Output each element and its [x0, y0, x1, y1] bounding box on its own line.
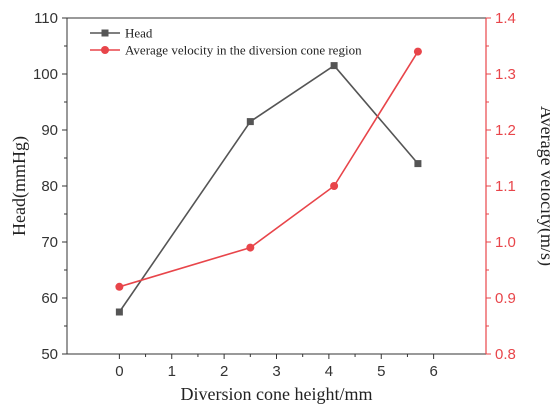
x-tick-label: 6: [429, 363, 437, 380]
legend-label-2: Average velocity in the diversion cone r…: [125, 43, 362, 58]
x-axis-title: Diversion cone height/mm: [181, 384, 373, 404]
series-2-point: [115, 282, 124, 291]
series-1-point: [330, 62, 338, 70]
left-y-tick-label: 50: [41, 346, 58, 363]
left-y-tick-label: 100: [33, 66, 58, 83]
left-y-tick-label: 90: [41, 122, 58, 139]
right-y-tick-label: 1.2: [495, 122, 516, 139]
series-line-2: [119, 51, 419, 288]
series-line-1: [118, 64, 419, 313]
x-tick-label: 5: [377, 363, 385, 380]
legend-label-1: Head: [125, 26, 153, 41]
left-y-tick-label: 70: [41, 234, 58, 251]
series-1-point: [115, 308, 123, 316]
x-tick-label: 4: [325, 363, 333, 380]
legend-marker-1: [101, 29, 109, 37]
right-y-tick-label: 1.1: [495, 178, 516, 195]
right-y-tick-label: 0.9: [495, 290, 516, 307]
left-y-tick-label: 80: [41, 178, 58, 195]
right-y-tick-label: 0.8: [495, 346, 516, 363]
x-tick-label: 2: [220, 363, 228, 380]
right-y-tick-label: 1.4: [495, 10, 516, 27]
left-y-tick-label: 60: [41, 290, 58, 307]
right-y-tick-label: 1.3: [495, 66, 516, 83]
legend-marker-2: [101, 46, 109, 54]
x-tick-label: 0: [115, 363, 123, 380]
right-y-axis-title: Average velocity(m/s): [536, 106, 550, 266]
series-2-point: [330, 182, 339, 190]
series-1-point: [414, 160, 422, 168]
right-y-tick-label: 1.0: [495, 234, 516, 251]
left-y-axis-title: Head(mmHg): [9, 136, 30, 236]
x-tick-label: 3: [272, 363, 280, 380]
series-1-point: [246, 118, 254, 126]
series-2-point: [246, 243, 255, 252]
left-y-tick-label: 110: [34, 10, 58, 27]
series-2-point: [413, 47, 422, 56]
x-tick-label: 1: [168, 363, 176, 380]
